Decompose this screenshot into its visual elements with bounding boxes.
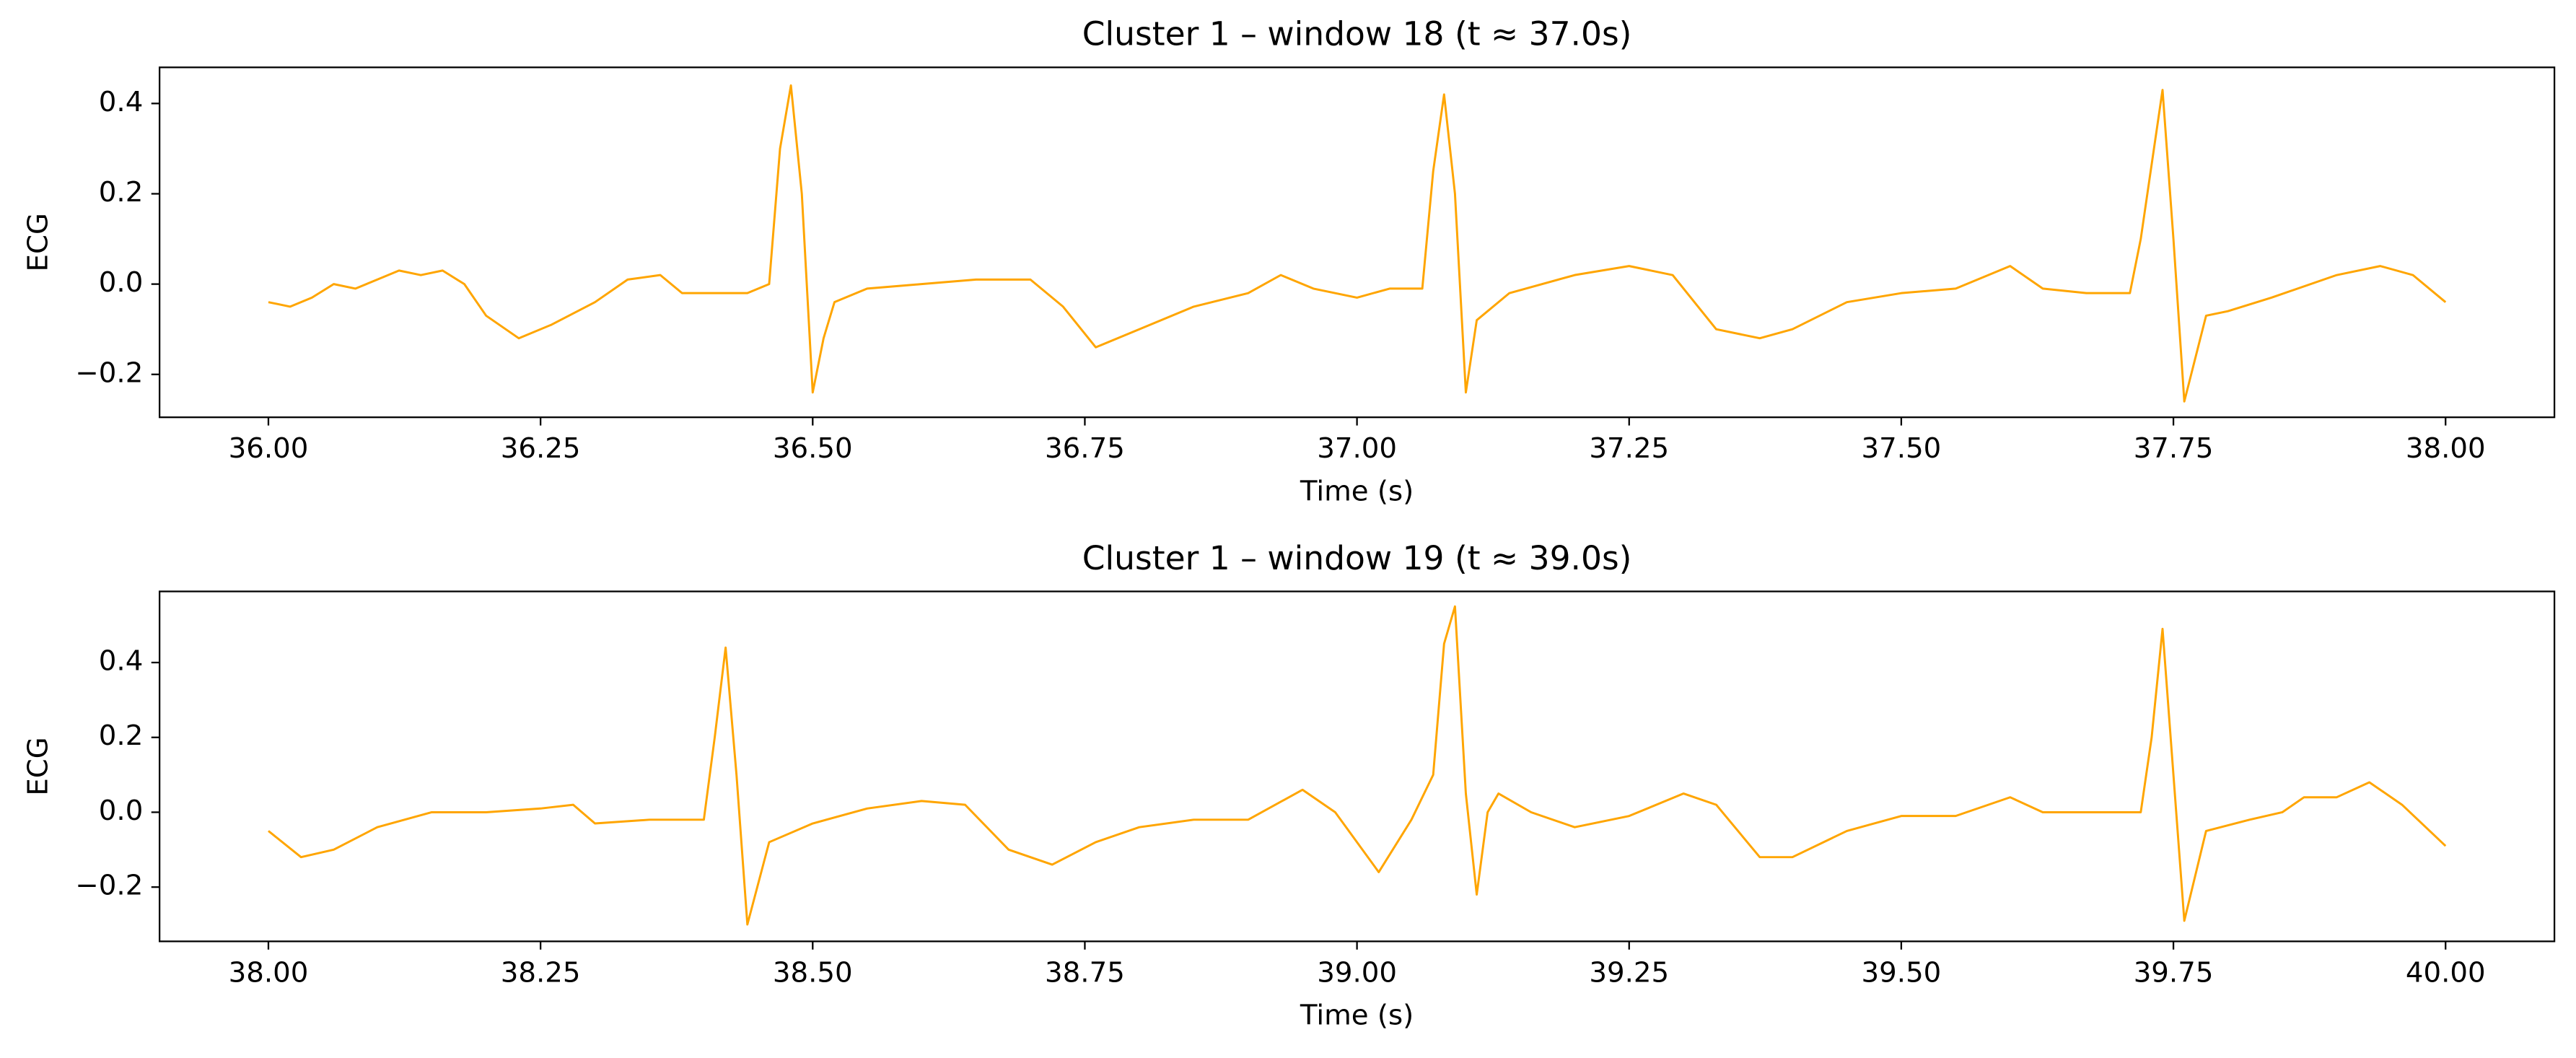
y-tick-label: 0.0 xyxy=(99,795,144,827)
x-tick-label: 36.00 xyxy=(229,432,309,465)
y-tick-label: 0.4 xyxy=(99,645,144,678)
x-tick-label: 40.00 xyxy=(2406,956,2486,989)
axes-frame xyxy=(158,590,2556,943)
y-tick-label: −0.2 xyxy=(75,357,143,389)
y-tick-label: 0.2 xyxy=(99,720,144,752)
y-tick-label: 0.0 xyxy=(99,266,144,299)
ecg-line xyxy=(268,84,2447,403)
x-tick-label: 38.25 xyxy=(501,956,581,989)
y-tick-label: 0.4 xyxy=(99,86,144,118)
y-axis-label: ECG xyxy=(22,737,54,795)
x-tick-label: 37.75 xyxy=(2134,432,2214,465)
x-tick-label: 38.00 xyxy=(2406,432,2486,465)
axes-frame xyxy=(158,66,2556,419)
x-tick-label: 39.00 xyxy=(1317,956,1397,989)
y-tick-label: 0.2 xyxy=(99,176,144,209)
x-tick-label: 36.50 xyxy=(773,432,853,465)
x-axis-label: Time (s) xyxy=(1300,475,1414,507)
x-tick-label: 38.00 xyxy=(229,956,309,989)
x-tick-label: 38.75 xyxy=(1045,956,1125,989)
x-axis-label: Time (s) xyxy=(1300,1000,1414,1032)
chart-title: Cluster 1 – window 19 (t ≈ 39.0s) xyxy=(1082,539,1632,577)
ecg-line xyxy=(268,605,2447,926)
x-tick-label: 39.50 xyxy=(1862,956,1942,989)
y-tick-label: −0.2 xyxy=(75,870,143,902)
chart-title: Cluster 1 – window 18 (t ≈ 37.0s) xyxy=(1082,15,1632,53)
x-tick-label: 36.75 xyxy=(1045,432,1125,465)
x-tick-label: 37.50 xyxy=(1862,432,1942,465)
x-tick-label: 38.50 xyxy=(773,956,853,989)
x-tick-label: 37.00 xyxy=(1317,432,1397,465)
y-axis-label: ECG xyxy=(22,213,54,271)
x-tick-label: 36.25 xyxy=(501,432,581,465)
x-tick-label: 39.25 xyxy=(1589,956,1669,989)
x-tick-label: 39.75 xyxy=(2134,956,2214,989)
x-tick-label: 37.25 xyxy=(1589,432,1669,465)
